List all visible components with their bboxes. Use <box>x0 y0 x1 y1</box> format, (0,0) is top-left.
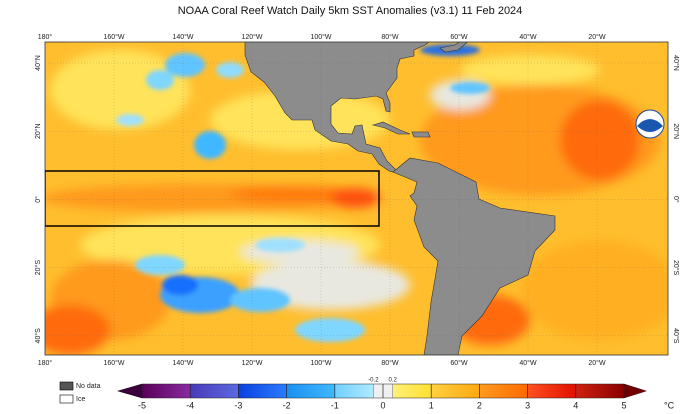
colorbar-tick-label: 5 <box>621 400 626 410</box>
lon-label-bottom: 120°W <box>241 359 262 367</box>
anomaly-field <box>45 50 668 355</box>
lon-label-bottom: 40°W <box>519 359 537 367</box>
maritime-canada <box>439 42 469 53</box>
land <box>45 42 556 355</box>
lon-label-bottom: 20°W <box>588 359 606 367</box>
lon-label-bottom: 60°W <box>450 359 468 367</box>
map-title: NOAA Coral Reef Watch Daily 5km SST Anom… <box>178 5 523 17</box>
lat-label-right: 40°N <box>672 55 680 71</box>
lat-lon-grid <box>45 42 668 355</box>
colorbar-tick-label: -1 <box>331 400 339 410</box>
colorbar-tick-label: -2 <box>283 400 291 410</box>
colorbar <box>116 383 647 399</box>
colorbar-ticks: -5 -4 -3 -2 -1 0 1 2 3 4 5 -0.2 0.2 <box>138 378 627 411</box>
no-data-label: No data <box>76 383 101 390</box>
colorbar-tick-label: -5 <box>138 400 146 410</box>
colorbar-inner-tick-label: 0.2 <box>388 378 397 384</box>
colorbar-tick-label: 0 <box>380 400 385 410</box>
lon-label-bottom: 140°W <box>172 359 193 367</box>
lat-label-right: 0° <box>672 196 680 203</box>
map-frame <box>44 41 669 356</box>
lat-label-left: 40°S <box>34 328 42 344</box>
colorbar-tick-label: 2 <box>477 400 482 410</box>
colorbar-tick-label: -4 <box>186 400 194 410</box>
colorbar-tick-label: 1 <box>429 400 434 410</box>
cuba <box>371 121 411 135</box>
lon-label-bottom: 80°W <box>381 359 399 367</box>
north-america <box>244 42 430 173</box>
lat-label-right: 40°S <box>672 328 680 344</box>
lon-label-top: 120°W <box>241 33 262 41</box>
hispaniola <box>411 131 431 138</box>
lon-label-bottom: 100°W <box>310 359 331 367</box>
lon-label-bottom: 180° <box>38 359 53 367</box>
lat-label-left: 40°N <box>34 55 42 71</box>
lat-label-right: 20°N <box>672 123 680 139</box>
lon-label-bottom: 160°W <box>103 359 124 367</box>
lon-label-top: 160°W <box>103 33 124 41</box>
lat-label-left: 20°N <box>34 123 42 139</box>
lon-label-top: 20°W <box>588 33 606 41</box>
noaa-logo-mark <box>637 119 663 132</box>
nino-region-box <box>45 170 380 227</box>
colorbar-tick-label: 3 <box>525 400 530 410</box>
lon-label-top: 60°W <box>450 33 468 41</box>
lon-label-top: 80°W <box>381 33 399 41</box>
colorbar-tick-label: 4 <box>573 400 578 410</box>
ice-swatch <box>59 394 74 404</box>
ice-label: Ice <box>76 396 85 403</box>
lat-label-right: 20°S <box>672 260 680 276</box>
lon-label-top: 100°W <box>310 33 331 41</box>
no-data-swatch <box>59 381 74 391</box>
lon-label-top: 140°W <box>172 33 193 41</box>
sst-map <box>45 42 668 355</box>
colorbar-unit: °C <box>664 400 675 410</box>
lon-label-top: 40°W <box>519 33 537 41</box>
lat-label-left: 20°S <box>34 260 42 276</box>
colorbar-tick-label: -3 <box>234 400 242 410</box>
colorbar-inner-tick-label: -0.2 <box>368 378 379 384</box>
south-america <box>392 157 556 355</box>
lat-label-left: 0° <box>34 196 42 203</box>
colorbar-high-arrow <box>624 384 646 398</box>
colorbar-low-arrow <box>118 384 142 398</box>
lon-label-top: 180° <box>38 33 53 41</box>
cold-anomalies <box>116 44 490 342</box>
